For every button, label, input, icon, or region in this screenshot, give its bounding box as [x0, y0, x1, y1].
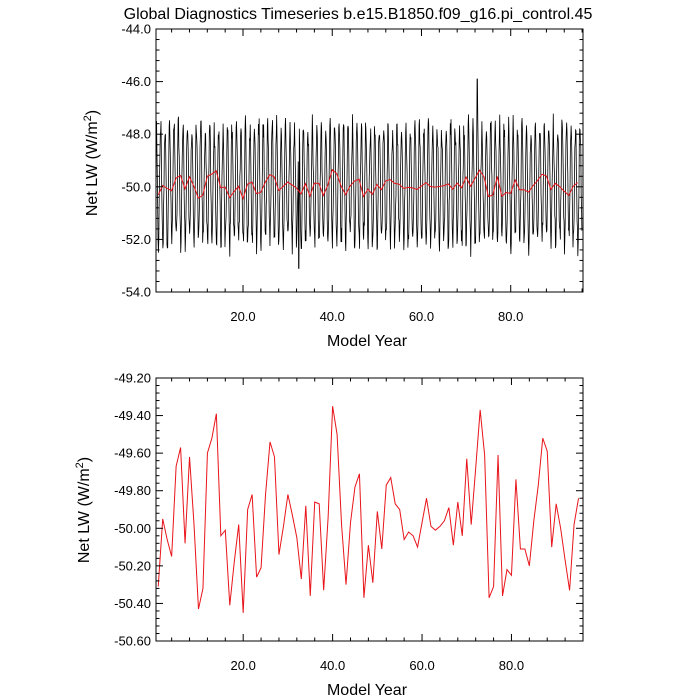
bottom-annual-series: [157, 406, 580, 613]
bottom-axes: -50.60 -50.40 -50.20 -50.00 -49.80 -49.60 -49.…: [114, 371, 584, 673]
bottom-y-axis-title: Net LW (W/m2): [74, 457, 93, 563]
top-axes: -54.0 -52.0 -50.0 -48.0 -46.0 -44.0 20.0 40.0 60…: [121, 22, 584, 324]
y-tick-label: -44.0: [121, 22, 151, 37]
figure-title: Global Diagnostics Timeseries b.e15.B185…: [124, 6, 593, 23]
x-tick-label: 40.0: [320, 658, 345, 673]
x-tick-label: 20.0: [231, 658, 256, 673]
x-tick-label: 80.0: [498, 309, 523, 324]
x-tick-label: 60.0: [409, 309, 434, 324]
y-tick-label: -49.60: [114, 446, 151, 461]
monthly-line: [155, 78, 583, 269]
y-tick-label: -50.20: [114, 558, 151, 573]
top-y-axis-title: Net LW (W/m2): [82, 110, 101, 216]
y-tick-label: -50.60: [114, 634, 151, 649]
x-tick-label: 40.0: [320, 309, 345, 324]
x-tick-label: 60.0: [409, 658, 434, 673]
annual-mean-line: [157, 406, 580, 613]
y-tick-label: -46.0: [121, 74, 151, 89]
y-tick-label: -48.0: [121, 127, 151, 142]
plot-frame: [155, 28, 584, 293]
top-annual-series: [157, 168, 578, 201]
top-x-axis-title: Model Year: [327, 333, 408, 350]
x-tick-label: 80.0: [499, 658, 524, 673]
y-tick-label: -49.40: [114, 408, 151, 423]
y-tick-label: -50.0: [121, 179, 151, 194]
annual-mean-line: [157, 168, 578, 201]
top-panel: -54.0 -52.0 -50.0 -48.0 -46.0 -44.0 20.0 40.0 60…: [82, 22, 584, 350]
bottom-panel: -50.60 -50.40 -50.20 -50.00 -49.80 -49.60 -49.…: [74, 371, 584, 699]
top-monthly-series: [155, 78, 583, 269]
y-tick-label: -54.0: [121, 285, 151, 300]
plot-frame: [155, 377, 584, 642]
y-tick-label: -52.0: [121, 232, 151, 247]
y-tick-label: -50.40: [114, 596, 151, 611]
bottom-x-axis-title: Model Year: [327, 682, 408, 699]
y-tick-label: -49.20: [114, 371, 151, 386]
y-tick-label: -49.80: [114, 483, 151, 498]
x-tick-label: 20.0: [230, 309, 255, 324]
y-tick-label: -50.00: [114, 521, 151, 536]
